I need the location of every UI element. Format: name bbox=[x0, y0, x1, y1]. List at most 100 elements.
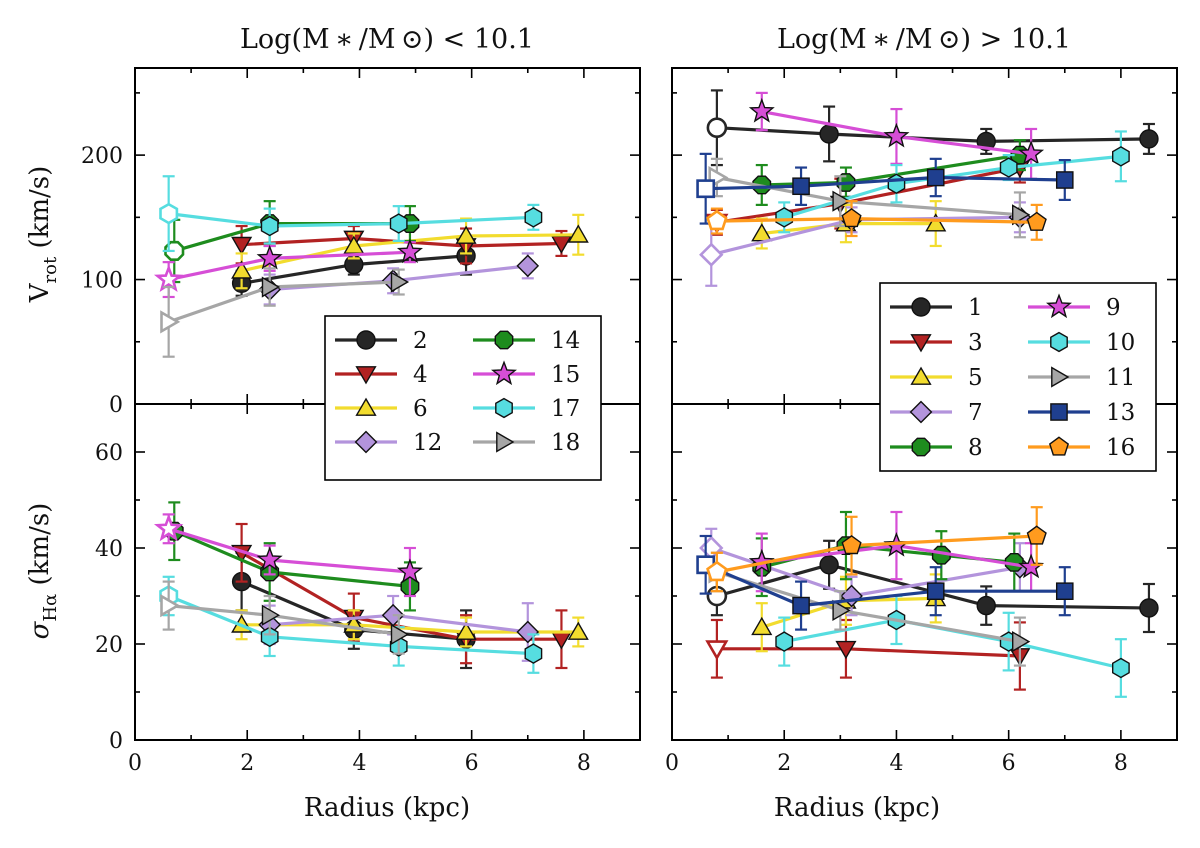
series-18 bbox=[160, 267, 410, 655]
y-tick-label-top-100: 100 bbox=[81, 269, 123, 294]
panel-title-high-mass: Log(M ∗ /M ⊙) > 10.1 bbox=[777, 24, 1071, 55]
legend-marker-17 bbox=[495, 397, 513, 419]
y-tick-label-bot-0: 0 bbox=[109, 729, 123, 754]
point-vrot-13-2 bbox=[926, 168, 945, 187]
legend-item-4: 4 bbox=[335, 362, 428, 388]
panel-title-low-mass: Log(M ∗ /M ⊙) < 10.1 bbox=[240, 24, 534, 55]
point-sigma-3-1 bbox=[835, 640, 857, 660]
legend-marker-2 bbox=[356, 330, 376, 350]
x-tick-label-high-8: 8 bbox=[1114, 751, 1128, 776]
legend-item-8: 8 bbox=[890, 435, 983, 461]
point-vrot-17-0 bbox=[159, 202, 179, 225]
line-sigma-13 bbox=[705, 563, 1065, 608]
y-tick-label-bot-20: 20 bbox=[95, 633, 123, 658]
point-vrot-5-2 bbox=[925, 213, 947, 232]
panel-titles: Log(M ∗ /M ⊙) < 10.1 Log(M ∗ /M ⊙) > 10.… bbox=[240, 24, 1071, 55]
legend-low-mass: 2 4 6 12 14 15 17 18 bbox=[324, 315, 602, 481]
line-vrot-13 bbox=[705, 175, 1065, 191]
legend-marker-4 bbox=[355, 366, 377, 385]
legend-label-13: 13 bbox=[1106, 400, 1135, 426]
point-vrot-18-2 bbox=[390, 271, 410, 293]
legend-item-13: 13 bbox=[1028, 400, 1135, 426]
data-series-layer bbox=[153, 89, 1159, 698]
legend-label-15: 15 bbox=[551, 362, 580, 388]
legend-label-16: 16 bbox=[1106, 435, 1135, 461]
line-vrot-14 bbox=[173, 222, 410, 253]
legend-marker-1 bbox=[911, 297, 931, 317]
point-sigma-15-1 bbox=[256, 546, 283, 572]
x-tick-label-high-4: 4 bbox=[889, 751, 903, 776]
legend-marker-15 bbox=[491, 360, 517, 386]
legend-marker-8 bbox=[911, 437, 931, 457]
x-tick-label-low-0: 0 bbox=[128, 751, 142, 776]
point-sigma-1-2 bbox=[976, 595, 996, 616]
series-16 bbox=[706, 200, 1047, 593]
legend-label-3: 3 bbox=[968, 330, 983, 356]
point-sigma-11-1 bbox=[832, 599, 851, 622]
point-vrot-9-0 bbox=[748, 97, 775, 123]
y-tick-label-top-0: 0 bbox=[109, 393, 123, 418]
point-vrot-11-1 bbox=[832, 190, 851, 212]
legend-item-12: 12 bbox=[335, 430, 442, 456]
point-vrot-15-0 bbox=[153, 264, 184, 292]
point-sigma-10-0 bbox=[775, 631, 794, 652]
point-vrot-17-1 bbox=[260, 215, 279, 237]
point-sigma-13-3 bbox=[1055, 582, 1074, 600]
legend-marker-3 bbox=[910, 334, 932, 353]
point-vrot-11-2 bbox=[1012, 204, 1031, 226]
point-sigma-16-2 bbox=[1026, 525, 1047, 545]
legend-item-7: 7 bbox=[890, 400, 983, 426]
point-vrot-1-0 bbox=[706, 117, 728, 139]
legend-marker-13 bbox=[1050, 403, 1068, 421]
x-tick-label-high-2: 2 bbox=[777, 751, 791, 776]
point-vrot-1-1 bbox=[819, 124, 839, 144]
legend-marker-5 bbox=[910, 366, 932, 385]
point-vrot-15-2 bbox=[396, 238, 423, 264]
legend-label-10: 10 bbox=[1106, 330, 1135, 356]
line-sigma-10 bbox=[783, 618, 1122, 670]
series-6 bbox=[231, 213, 589, 648]
legend-item-16: 16 bbox=[1028, 435, 1135, 461]
point-sigma-3-0 bbox=[705, 640, 729, 661]
legend-item-6: 6 bbox=[335, 396, 428, 422]
point-vrot-13-1 bbox=[792, 177, 810, 196]
point-vrot-13-0 bbox=[696, 179, 716, 199]
point-vrot-18-1 bbox=[261, 276, 281, 298]
point-sigma-17-3 bbox=[524, 643, 543, 664]
point-vrot-15-1 bbox=[256, 244, 283, 270]
point-vrot-1-3 bbox=[1139, 129, 1159, 149]
legend-item-5: 5 bbox=[890, 365, 983, 391]
legend-label-17: 17 bbox=[551, 396, 580, 422]
legend-label-5: 5 bbox=[968, 365, 983, 391]
line-sigma-15 bbox=[168, 527, 411, 574]
legend-marker-11 bbox=[1051, 366, 1070, 388]
series-13 bbox=[696, 152, 1074, 631]
point-vrot-12-2 bbox=[516, 254, 540, 278]
point-vrot-9-1 bbox=[883, 122, 910, 148]
point-sigma-16-0 bbox=[706, 560, 728, 582]
point-vrot-16-2 bbox=[1026, 211, 1047, 231]
point-vrot-10-3 bbox=[1111, 146, 1130, 167]
point-sigma-18-2 bbox=[390, 623, 410, 646]
line-vrot-17 bbox=[168, 212, 534, 228]
point-sigma-1-3 bbox=[1139, 598, 1159, 618]
point-sigma-7-0 bbox=[699, 535, 724, 561]
legend-item-11: 11 bbox=[1028, 365, 1135, 391]
series-17 bbox=[159, 175, 543, 674]
point-vrot-17-2 bbox=[389, 213, 408, 234]
legend-label-9: 9 bbox=[1106, 295, 1121, 321]
y-tick-label-top-200: 200 bbox=[81, 144, 123, 169]
legend-label-2: 2 bbox=[413, 328, 428, 354]
line-sigma-14 bbox=[173, 529, 411, 588]
legend-item-14: 14 bbox=[473, 328, 580, 354]
legend-item-1: 1 bbox=[890, 295, 983, 321]
legend-label-7: 7 bbox=[968, 400, 983, 426]
legend-marker-14 bbox=[494, 330, 514, 350]
legend-label-1: 1 bbox=[968, 295, 983, 321]
legend-item-10: 10 bbox=[1028, 330, 1135, 356]
y-tick-label-bot-60: 60 bbox=[95, 441, 123, 466]
legend-marker-10 bbox=[1050, 331, 1068, 353]
legend-label-8: 8 bbox=[968, 435, 983, 461]
